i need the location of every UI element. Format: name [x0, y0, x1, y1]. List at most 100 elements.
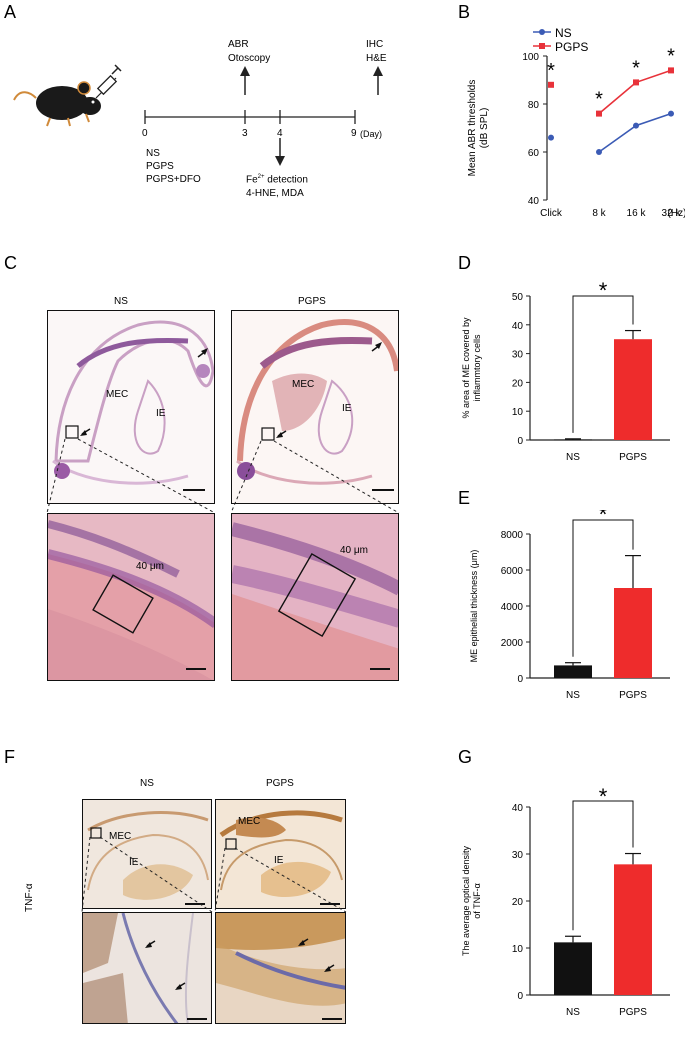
b-x-tick-label: 8 k	[592, 208, 606, 219]
bar-y-tick-label: 2000	[501, 638, 524, 649]
bar-y-tick-label: 10	[512, 944, 524, 955]
bar-x-tick-label: PGPS	[619, 452, 647, 463]
bar-y-tick-label: 40	[512, 321, 524, 332]
b-y-axis-label-line: Mean ABR thresholds	[467, 80, 478, 177]
c-pgps-mec-label: MEC	[292, 379, 315, 390]
bar-y-axis-label: ME epithelial thickness (μm)	[469, 550, 479, 663]
panel-label-e: E	[458, 488, 471, 508]
ihc-pgps-overview-image: MEC IE	[215, 799, 346, 909]
b-legend-marker	[539, 43, 545, 49]
significance-bracket	[572, 295, 634, 433]
b-point-ns	[668, 110, 674, 117]
bar-ns	[554, 665, 592, 678]
bar-x-tick-label: PGPS	[619, 690, 647, 701]
bar-y-axis-label-line: The average optical density	[461, 845, 471, 956]
significance-bracket	[572, 800, 634, 931]
tick-label-0: 0	[142, 128, 148, 139]
syringe-icon	[95, 64, 122, 99]
bar-pgps	[614, 588, 652, 678]
bar-pgps	[614, 339, 652, 440]
bar-y-tick-label: 30	[512, 350, 524, 361]
b-significance-star: *	[595, 89, 603, 111]
b-y-axis-label-line: (dB SPL)	[479, 108, 490, 149]
b-x-tick-label: 16 k	[627, 208, 647, 219]
f-ns-mec-label: MEC	[109, 831, 132, 842]
f-ns-ie-label: IE	[129, 857, 139, 868]
b-point-pgps	[596, 110, 602, 117]
b-significance-star: *	[547, 60, 555, 82]
c-ns-title: NS	[114, 296, 128, 307]
bar-y-tick-label: 20	[512, 897, 524, 908]
c-pgps-scale-label: 40 μm	[340, 545, 368, 556]
ihc-pgps-zoom-image	[215, 912, 346, 1024]
significance-star: *	[599, 784, 608, 809]
panel-label-a: A	[4, 2, 17, 22]
b-point-pgps	[633, 79, 639, 86]
b-y-tick-label: 40	[528, 196, 540, 207]
f-ns-title: NS	[140, 778, 154, 789]
bar-ns	[554, 942, 592, 995]
f-pgps-ie-label: IE	[274, 855, 284, 866]
significance-star: *	[599, 510, 608, 527]
bar-y-axis-label-line: of TNF-α	[472, 883, 482, 919]
bar-y-tick-label: 50	[512, 292, 524, 303]
he-ns-overview-image: MEC IE	[47, 310, 215, 504]
bar-y-axis-label-line: % area of ME covered by	[461, 317, 471, 419]
bar-y-tick-label: 0	[517, 991, 523, 1002]
panel-label-d: D	[458, 253, 471, 273]
b-point-ns	[633, 122, 639, 129]
b-y-tick-label: 80	[528, 100, 540, 111]
bar-y-tick-label: 8000	[501, 530, 524, 541]
tick-label-4: 4	[277, 128, 283, 139]
c-ns-scale-label: 40 μm	[136, 561, 164, 572]
f-pgps-mec-label: MEC	[238, 816, 261, 827]
bar-y-tick-label: 30	[512, 850, 524, 861]
b-legend-marker	[539, 29, 545, 35]
zoom-lines-c	[46, 438, 400, 514]
bar-x-tick-label: PGPS	[619, 1007, 647, 1018]
panel-label-c: C	[4, 253, 17, 273]
inflammatory-area-chart: 0 10 20 30 40 50 % area of ME covered byinflam…	[461, 282, 670, 463]
b-point-pgps	[668, 67, 674, 74]
detection-label: Fe2+ detection 4-HNE, MDA	[246, 174, 308, 200]
tnf-density-chart: 0 10 20 30 40 The average optical densityof T…	[461, 784, 670, 1018]
abr-otoscopy-label: ABR Otoscopy	[228, 39, 271, 64]
panel-label-g: G	[458, 747, 473, 767]
ihc-ns-overview-image: MEC IE	[82, 799, 212, 909]
c-pgps-title: PGPS	[298, 296, 326, 307]
bar-y-tick-label: 0	[517, 436, 523, 447]
mouse-icon	[13, 81, 101, 127]
bar-y-tick-label: 6000	[501, 566, 524, 577]
bar-y-tick-label: 20	[512, 378, 524, 389]
ihc-he-label: IHC H&E	[366, 39, 387, 64]
b-point-pgps	[548, 81, 554, 88]
b-series-line-ns	[598, 112, 672, 153]
b-legend-label: PGPS	[555, 40, 588, 54]
f-pgps-title: PGPS	[266, 778, 294, 789]
b-significance-star: *	[667, 45, 675, 67]
bar-x-tick-label: NS	[566, 690, 580, 701]
bar-y-axis-label-line: inflammtory cells	[472, 334, 482, 402]
bar-y-tick-label: 0	[517, 674, 523, 685]
bar-y-axis-label: % area of ME covered byinflammtory cells	[461, 317, 482, 419]
tick-label-9: 9	[351, 128, 357, 139]
b-point-ns	[596, 149, 602, 155]
b-x-tick-label: Click	[540, 208, 563, 219]
b-x-unit-label: (Hz)	[668, 208, 685, 219]
b-x-tick-label: 32 k	[662, 208, 682, 219]
he-pgps-zoom-image: 40 μm	[231, 513, 399, 681]
he-pgps-overview-image: MEC IE	[231, 310, 399, 504]
panel-label-b: B	[458, 2, 471, 22]
panel-label-f: F	[4, 747, 15, 767]
ihc-ns-zoom-image	[82, 912, 212, 1024]
bar-pgps	[614, 864, 652, 995]
abr-threshold-chart: 40 60 80 100 Click 8 k 16 k 32 k(Hz) Mean ABR th…	[467, 26, 685, 219]
group-list: NS PGPS PGPS+DFO	[146, 148, 201, 185]
bar-x-tick-label: NS	[566, 1007, 580, 1018]
b-point-ns	[548, 134, 554, 141]
bar-y-axis-label: The average optical densityof TNF-α	[461, 845, 482, 956]
tick-label-3: 3	[242, 128, 248, 139]
b-y-tick-label: 100	[522, 52, 539, 63]
significance-star: *	[599, 282, 608, 303]
b-legend-label: NS	[555, 26, 572, 40]
